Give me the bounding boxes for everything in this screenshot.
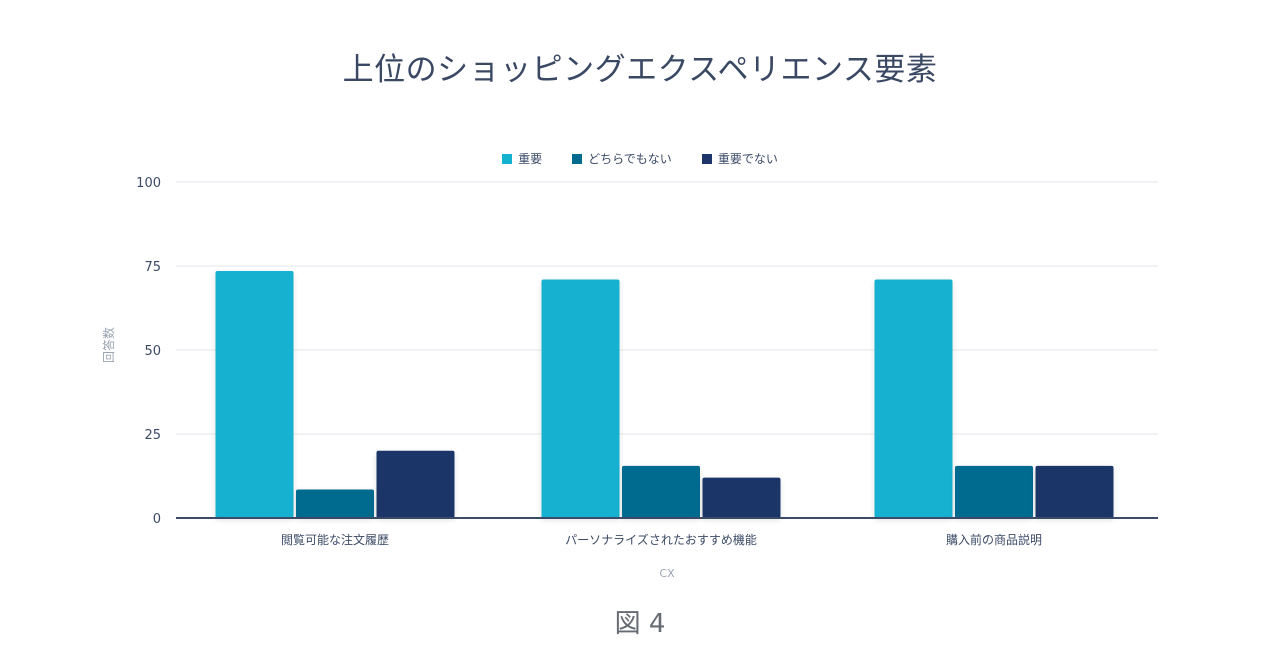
bar-important[interactable] (874, 279, 953, 518)
figure-caption: 図 4 (614, 609, 666, 639)
bar-important[interactable] (215, 271, 294, 518)
legend-item-not-important[interactable]: 重要でない (701, 150, 778, 167)
bar-not-important[interactable] (702, 477, 781, 518)
x-tick-label: 購入前の商品説明 (946, 532, 1042, 547)
y-tick-label: 0 (153, 512, 161, 527)
x-tick-label: パーソナライズされたおすすめ機能 (565, 532, 757, 547)
y-axis-ticks: 0 25 50 75 100 (136, 176, 161, 527)
x-axis-title: CX (659, 567, 675, 580)
bar-neutral[interactable] (955, 465, 1033, 518)
y-tick-label: 100 (136, 176, 161, 191)
grid-lines (176, 181, 1158, 435)
chart-title: 上位のショッピングエクスペリエンス要素 (342, 52, 938, 88)
bar-important[interactable] (541, 279, 620, 518)
legend-swatch-neutral (572, 153, 583, 164)
y-tick-label: 50 (144, 344, 161, 359)
y-tick-label: 75 (144, 260, 161, 275)
y-tick-label: 25 (144, 428, 161, 443)
bar-not-important[interactable] (376, 450, 455, 518)
chart-legend: 重要 どちらでもない 重要でない (0, 150, 1280, 167)
bar-neutral[interactable] (296, 489, 374, 518)
legend-swatch-important (502, 153, 513, 164)
legend-label-neutral: どちらでもない (588, 152, 672, 166)
legend-item-neutral[interactable]: どちらでもない (572, 150, 672, 167)
legend-label-important: 重要 (518, 152, 543, 166)
bars (215, 271, 1114, 518)
legend-swatch-not-important (701, 153, 712, 164)
x-tick-label: 閲覧可能な注文履歴 (281, 532, 389, 547)
bar-neutral[interactable] (622, 465, 700, 518)
bar-not-important[interactable] (1035, 465, 1114, 518)
x-axis-ticks: 閲覧可能な注文履歴 パーソナライズされたおすすめ機能 購入前の商品説明 (281, 532, 1042, 547)
legend-label-not-important: 重要でない (717, 152, 778, 166)
y-axis-title: 回答数 (101, 327, 116, 363)
legend-item-important[interactable]: 重要 (502, 150, 542, 167)
